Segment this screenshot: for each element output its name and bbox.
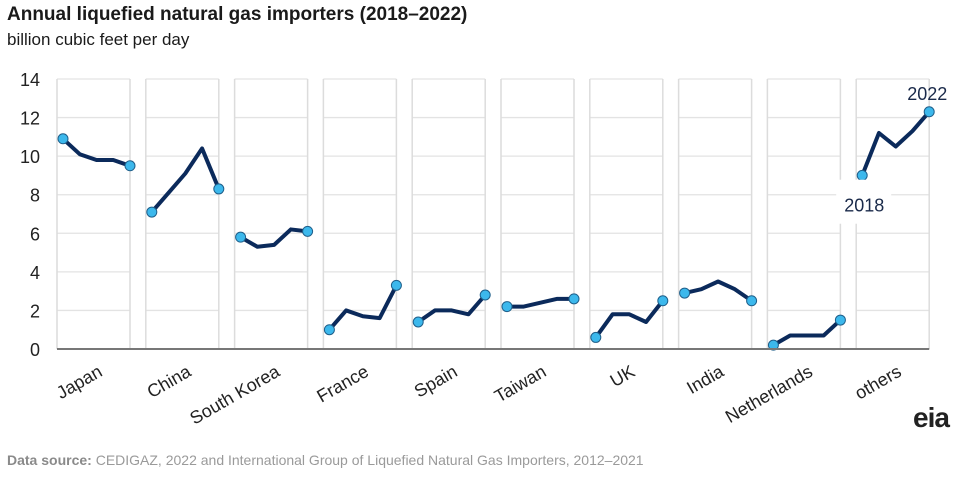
- y-tick-label: 2: [30, 301, 40, 321]
- data-point: [834, 314, 846, 326]
- data-point: [767, 339, 779, 351]
- series-line: [682, 279, 754, 303]
- data-point: [501, 301, 513, 313]
- chart-subtitle: billion cubic feet per day: [7, 30, 190, 49]
- x-category-label: others: [851, 361, 904, 403]
- x-category-label: Spain: [411, 361, 461, 401]
- y-tick-label: 8: [30, 186, 40, 206]
- data-point: [323, 324, 335, 336]
- series-line: [238, 227, 310, 249]
- annotation-2022: 2022: [907, 84, 947, 104]
- data-point: [412, 316, 424, 328]
- panel-netherlands: Netherlands: [722, 78, 846, 427]
- data-point: [923, 106, 935, 118]
- series-line: [416, 293, 488, 324]
- series-line: [149, 146, 221, 215]
- data-point: [302, 225, 314, 237]
- x-category-label: UK: [607, 361, 639, 391]
- series-line: [327, 283, 399, 332]
- data-point: [568, 293, 580, 305]
- eia-logo: eia: [913, 402, 950, 433]
- y-tick-label: 4: [30, 263, 40, 283]
- panel-others: others 2018 2022: [836, 78, 947, 403]
- series-line: [860, 109, 932, 178]
- data-point: [213, 183, 225, 195]
- x-category-label: India: [683, 361, 728, 398]
- panel-china: China: [144, 78, 225, 402]
- data-point: [124, 160, 136, 172]
- data-point: [590, 331, 602, 343]
- data-point: [479, 289, 491, 301]
- series-line: [61, 136, 132, 168]
- data-point: [679, 287, 691, 299]
- data-point: [746, 295, 758, 307]
- panel-south-korea: South Korea: [186, 78, 314, 429]
- series-line: [771, 318, 843, 348]
- x-category-label: Taiwan: [491, 361, 550, 406]
- y-tick-label: 14: [20, 70, 40, 90]
- x-category-label: China: [144, 361, 196, 402]
- data-point: [57, 133, 69, 145]
- panel-spain: Spain: [411, 78, 491, 401]
- x-category-label: Japan: [53, 361, 105, 403]
- data-point: [235, 231, 247, 243]
- panel-india: India: [677, 78, 758, 398]
- y-tick-label: 6: [30, 224, 40, 244]
- y-tick-label: 10: [20, 147, 40, 167]
- series-line: [593, 298, 665, 340]
- x-category-label: Netherlands: [722, 361, 816, 427]
- x-category-label: France: [313, 361, 372, 406]
- label-background: [836, 179, 892, 224]
- panel-france: France: [313, 78, 402, 406]
- data-source: Data source: CEDIGAZ, 2022 and Internati…: [7, 452, 644, 468]
- series-line: [505, 296, 576, 309]
- x-category-label: South Korea: [186, 361, 284, 429]
- y-tick-label: 0: [30, 340, 40, 360]
- data-point: [146, 206, 158, 218]
- data-point: [390, 279, 402, 291]
- source-label: Data source:: [7, 452, 92, 468]
- panel-taiwan: Taiwan: [491, 78, 580, 406]
- source-text: CEDIGAZ, 2022 and International Group of…: [91, 452, 644, 468]
- panel-japan: Japan: [53, 78, 136, 403]
- chart-title: Annual liquefied natural gas importers (…: [7, 4, 468, 25]
- data-point: [657, 295, 669, 307]
- panel-uk: UK: [589, 78, 669, 391]
- data-point: [856, 169, 868, 181]
- y-tick-label: 12: [20, 109, 40, 129]
- annotation-2018: 2018: [844, 195, 884, 215]
